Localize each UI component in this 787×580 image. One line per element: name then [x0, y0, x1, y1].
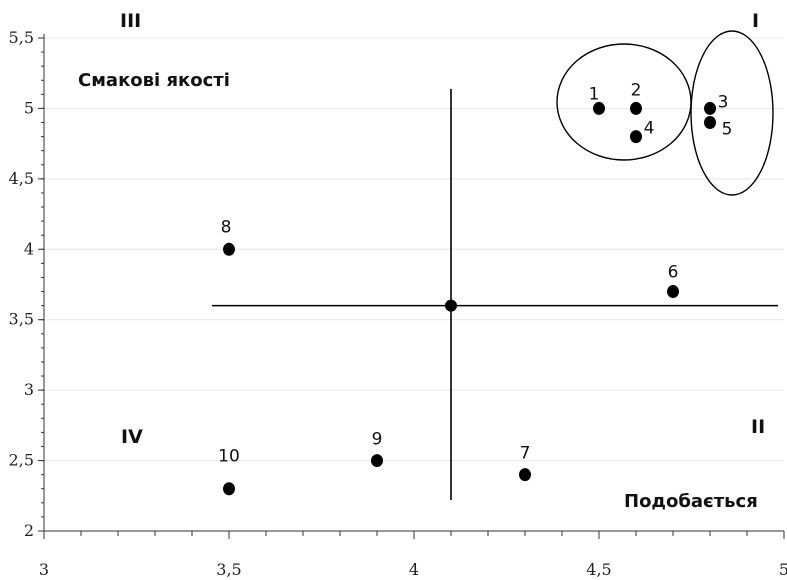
point-label: 6	[668, 263, 679, 283]
quadrant-divider	[212, 89, 778, 500]
point-label: 1	[589, 84, 600, 104]
center-point	[445, 299, 457, 312]
x-axis-title: Подобається	[624, 491, 758, 512]
data-point	[630, 130, 642, 144]
cluster-ellipse	[556, 43, 692, 161]
y-tick-label: 4,5	[9, 169, 34, 188]
data-point	[630, 101, 642, 115]
point-label: 4	[644, 119, 655, 139]
x-tick-label: 5	[779, 560, 787, 579]
quadrant-label-IV: IV	[121, 426, 143, 448]
data-point	[593, 101, 605, 115]
quadrant-label-III: III	[120, 10, 141, 32]
data-point	[519, 468, 531, 482]
x-tick-label: 3,5	[216, 560, 241, 579]
y-tick-label: 5	[24, 98, 34, 117]
quadrant-label-I: I	[752, 10, 759, 32]
clusters	[556, 30, 774, 196]
point-label: 7	[520, 444, 531, 464]
data-points: 1 2 3 4 5 6 7 8 9 10	[218, 80, 733, 496]
data-point	[371, 454, 383, 468]
point-label: 5	[722, 120, 733, 140]
data-point	[223, 482, 235, 496]
y-tick-label: 3	[24, 380, 34, 399]
data-point	[667, 285, 679, 299]
point-label: 8	[221, 217, 232, 237]
data-point	[704, 101, 716, 115]
y-tick-label: 5,5	[9, 28, 34, 47]
y-tick-label: 4	[24, 239, 34, 258]
point-label: 10	[218, 447, 240, 467]
axes: 2 2,5 3 3,5 4 4,5 5 5,5 3 3,5 4 4,5 5	[9, 28, 787, 579]
x-tick-label: 4,5	[586, 560, 611, 579]
y-axis-title: Смакові якості	[78, 70, 230, 91]
y-tick-label: 2,5	[9, 451, 34, 470]
point-label: 3	[718, 92, 729, 112]
x-tick-label: 4	[409, 560, 419, 579]
data-point	[704, 116, 716, 130]
cluster-ellipse	[690, 30, 774, 196]
y-tick-label: 3,5	[9, 310, 34, 329]
y-tick-label: 2	[24, 521, 34, 540]
grid	[44, 37, 784, 462]
data-point	[223, 242, 235, 256]
point-label: 2	[631, 80, 642, 100]
quadrant-label-II: II	[751, 416, 765, 438]
x-tick-label: 3	[39, 560, 49, 579]
point-label: 9	[372, 430, 383, 450]
